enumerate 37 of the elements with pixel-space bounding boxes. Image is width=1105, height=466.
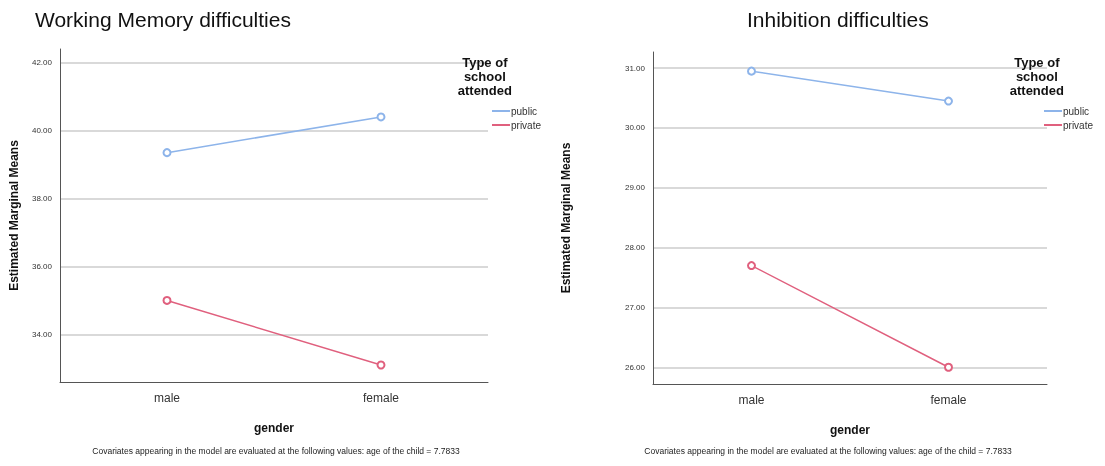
x-tick-label: female [930,393,967,407]
x-axis-title: gender [253,421,295,435]
x-tick-label: male [153,391,181,405]
y-tick-label: 28.00 [624,243,646,253]
y-tick-label: 36.00 [31,261,53,271]
y-tick-label: 31.00 [624,63,646,73]
y-tick-label: 38.00 [31,194,53,204]
legend-label: public [1062,105,1090,117]
y-tick-label: 27.00 [624,302,646,312]
legend-label: public [510,105,538,117]
y-tick-label: 29.00 [624,183,646,193]
y-tick-label: 26.00 [624,362,646,372]
point [747,66,756,76]
x-tick-label: female [362,391,400,405]
y-axis-title: Estimated Marginal Means [7,139,21,291]
chart-title: Working Memory difficulties [35,8,291,31]
x-tick-label: male [738,393,765,407]
y-tick-label: 40.00 [31,126,53,136]
legend-title: Type of school attended [1009,54,1064,98]
point [747,261,756,271]
y-tick-label: 30.00 [624,123,646,133]
y-tick-label: 34.00 [31,329,53,339]
x-axis-title: gender [829,423,871,437]
legend-label: private [1062,119,1094,131]
point [376,360,386,370]
point [162,148,172,158]
chart-title: Inhibition difficulties [747,8,929,31]
point [162,295,172,305]
text: Covariates appearing in the model are evaluated at the following values: age of the child = 7.7833 [92,445,460,456]
y-axis-title: Estimated Marginal Means [559,142,573,294]
legend-title: Type of school attended [457,54,512,98]
y-tick-label: 42.00 [31,58,53,68]
point [944,96,953,106]
point [376,112,386,122]
point [944,362,953,372]
text: Covariates appearing in the model are evaluated at the following values: age of the child = 7.7833 [644,445,1012,456]
legend-label: private [510,119,542,131]
